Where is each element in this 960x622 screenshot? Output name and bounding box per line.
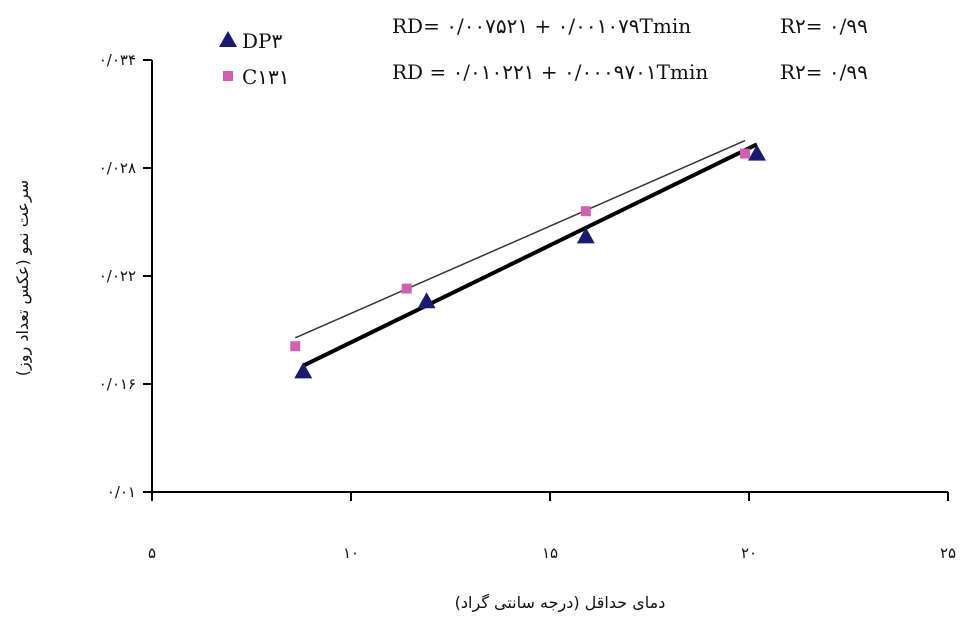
x-tick-label: ۲۵ <box>940 544 956 562</box>
r2-dp3: R۲= ۰/۹۹ <box>780 14 868 38</box>
x-tick-label: ۱۰ <box>343 544 359 562</box>
data-points <box>290 144 766 379</box>
r2-c131: R۲= ۰/۹۹ <box>780 60 868 84</box>
x-tick-label: ۵ <box>148 544 156 562</box>
legend-marker-c131 <box>223 71 233 81</box>
data-point-dp3 <box>417 292 436 309</box>
equation-c131: RD = ۰/۰۱۰۲۲۱ + ۰/۰۰۰۹۷۰۱Tmin <box>392 60 708 84</box>
axes <box>151 60 948 493</box>
y-tick-label: ۰/۰۲۸ <box>99 159 136 177</box>
x-axis-title: دمای حداقل (درجه سانتی گراد) <box>455 593 666 613</box>
data-point-dp3 <box>576 227 595 244</box>
legend-label-dp3: DP۳ <box>242 29 282 53</box>
ticks: ۰/۰۱ ۰/۰۱۶ ۰/۰۲۲ ۰/۰۲۸ ۰/۰۳۴ ۵ ۱۰ ۱۵ ۲۰ ۲۵ <box>99 51 956 562</box>
data-point-c131 <box>401 283 412 294</box>
x-tick-label: ۲۰ <box>741 544 757 562</box>
data-point-dp3 <box>747 144 766 161</box>
data-point-c131 <box>580 206 591 217</box>
y-tick-label: ۰/۰۲۲ <box>99 267 136 285</box>
trend-lines <box>294 139 758 368</box>
equations: RD= ۰/۰۰۷۵۲۱ + ۰/۰۰۱۰۷۹Tmin R۲= ۰/۹۹ RD … <box>392 14 868 84</box>
data-point-dp3 <box>294 362 313 379</box>
legend: DP۳ C۱۳۱ <box>219 29 290 89</box>
trend-line-c131 <box>294 139 746 339</box>
y-tick-label: ۰/۰۳۴ <box>99 51 136 69</box>
legend-marker-dp3 <box>219 31 237 47</box>
equation-dp3: RD= ۰/۰۰۷۵۲۱ + ۰/۰۰۱۰۷۹Tmin <box>392 14 691 38</box>
y-tick-label: ۰/۰۱ <box>107 483 136 501</box>
y-tick-label: ۰/۰۱۶ <box>99 375 136 393</box>
data-point-c131 <box>740 148 751 159</box>
data-point-c131 <box>290 341 301 352</box>
y-axis-title: سرعت نمو (عکس تعداد روز) <box>13 180 33 376</box>
x-tick-label: ۱۵ <box>542 544 558 562</box>
legend-label-c131: C۱۳۱ <box>242 65 290 89</box>
trend-line-dp3 <box>302 142 758 368</box>
